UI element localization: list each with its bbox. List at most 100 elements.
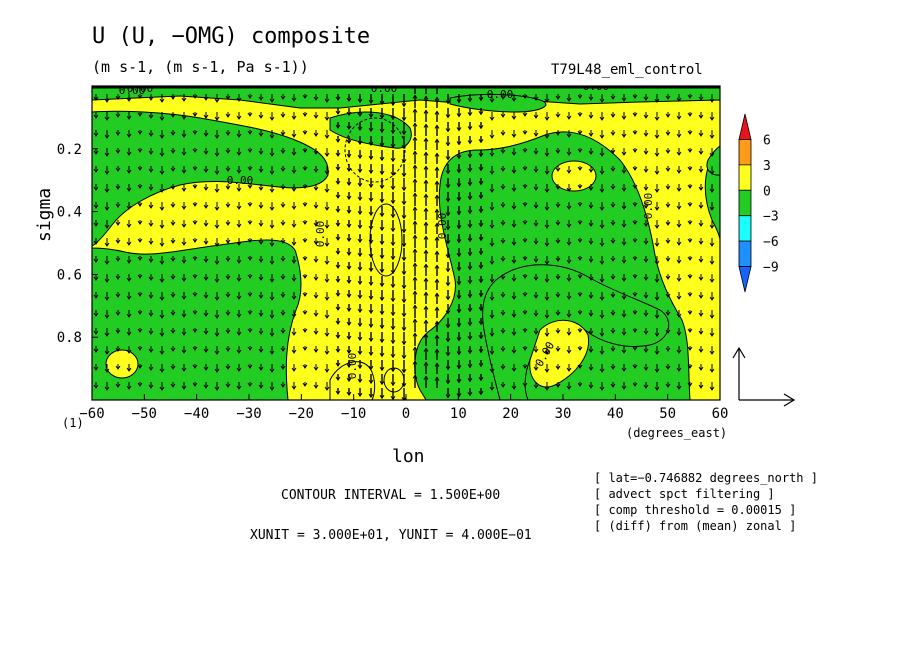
wind-vector-head xyxy=(137,166,143,171)
wind-vector-head xyxy=(214,350,220,355)
wind-vector-head xyxy=(214,188,220,193)
wind-vector-head xyxy=(423,123,429,128)
wind-vector-head xyxy=(291,385,297,390)
wind-vector-head xyxy=(225,131,231,136)
wind-vector-head xyxy=(324,260,330,265)
wind-vector-head xyxy=(489,314,495,319)
wind-vector-head xyxy=(456,351,462,356)
wind-vector-head xyxy=(423,347,429,352)
wind-vector-head xyxy=(511,367,517,372)
wind-vector-head xyxy=(577,184,583,189)
wind-vector-head xyxy=(478,391,484,396)
wind-vector-head xyxy=(698,312,704,317)
wind-vector-head xyxy=(390,171,396,177)
wind-vector-head xyxy=(247,148,253,153)
wind-vector-head xyxy=(280,311,286,316)
wind-vector-head xyxy=(192,382,198,387)
wind-vector-head xyxy=(445,380,451,385)
wind-vector-head xyxy=(632,310,638,315)
contour-dashed xyxy=(344,117,406,183)
wind-vector-head xyxy=(170,293,176,298)
wind-vector-head xyxy=(368,225,374,231)
wind-vector-head xyxy=(687,130,693,135)
wind-vector-head xyxy=(423,361,429,366)
wind-vector-head xyxy=(236,187,242,192)
wind-vector-head xyxy=(280,329,286,334)
wind-vector-head xyxy=(401,285,407,290)
wind-vector-head xyxy=(456,141,462,146)
wind-vector-head xyxy=(544,224,550,229)
wind-vector-head xyxy=(379,142,385,148)
wind-vector-head xyxy=(478,307,484,312)
wind-vector-head xyxy=(500,329,506,334)
wind-vector-head xyxy=(159,206,165,211)
positive-cell-lower-right xyxy=(529,319,590,388)
wind-vector-head xyxy=(214,224,220,229)
colorbar-label: 6 xyxy=(763,133,771,148)
wind-vector-head xyxy=(423,277,429,282)
wind-vector-head xyxy=(379,310,385,316)
wind-vector-head xyxy=(324,170,330,175)
wind-vector-head xyxy=(709,314,715,319)
wind-vector-head xyxy=(390,283,396,289)
wind-vector-head xyxy=(643,348,649,353)
wind-vector-head xyxy=(269,98,275,103)
wind-vector-head xyxy=(346,307,352,312)
vector-field xyxy=(93,86,715,400)
wind-vector-head xyxy=(214,170,220,175)
wind-vector-head xyxy=(214,296,220,301)
wind-vector-head xyxy=(522,94,528,99)
wind-vector-head xyxy=(610,365,616,370)
wind-vector-head xyxy=(357,252,363,258)
wind-vector-head xyxy=(665,239,671,244)
wind-vector-head xyxy=(313,132,319,137)
wind-vector-head xyxy=(654,386,660,391)
wind-vector-head xyxy=(632,148,638,153)
wind-vector-head xyxy=(225,383,231,388)
wind-vector-head xyxy=(500,221,506,226)
y-tick-label: 0.6 xyxy=(57,267,82,283)
wind-vector-head xyxy=(665,113,671,118)
wind-vector-head xyxy=(401,103,407,108)
wind-vector-head xyxy=(412,360,418,365)
wind-vector-head xyxy=(632,166,638,171)
wind-vector-head xyxy=(709,152,715,157)
wind-vector-head xyxy=(511,223,517,228)
wind-vector-head xyxy=(577,94,583,99)
wind-vector-head xyxy=(522,382,528,387)
wind-vector-head xyxy=(368,295,374,301)
wind-vector-head xyxy=(236,367,242,372)
wind-vector-head xyxy=(291,313,297,318)
wind-vector-head xyxy=(522,184,528,189)
contour-ellipse-mid xyxy=(369,203,403,277)
wind-vector-head xyxy=(665,167,671,172)
wind-vector-head xyxy=(148,114,154,119)
wind-vector-head xyxy=(346,377,352,382)
wind-vector-head xyxy=(588,150,594,155)
wind-vector-head xyxy=(390,367,396,373)
reference-vector-horizontal xyxy=(739,393,796,407)
wind-vector-head xyxy=(313,204,319,209)
wind-vector-head xyxy=(478,377,484,382)
wind-vector-head xyxy=(467,196,473,201)
wind-vector-head xyxy=(368,309,374,315)
wind-vector-head xyxy=(302,130,308,135)
wind-vector-head xyxy=(643,330,649,335)
wind-vector-head xyxy=(643,240,649,245)
wind-vector-head xyxy=(533,384,539,389)
wind-vector-head xyxy=(588,186,594,191)
wind-vector-head xyxy=(258,222,264,227)
wind-vector-head xyxy=(544,170,550,175)
x-axis-units: (degrees_east) xyxy=(626,426,728,440)
wind-vector-head xyxy=(93,348,99,353)
wind-vector-head xyxy=(181,115,187,120)
wind-vector-head xyxy=(225,275,231,280)
wind-vector-head xyxy=(478,279,484,284)
wind-vector-head xyxy=(368,267,374,273)
wind-vector-head xyxy=(324,350,330,355)
wind-vector-head xyxy=(291,259,297,264)
wind-vector-head xyxy=(214,332,220,337)
x-tick-label: 30 xyxy=(555,406,572,422)
wind-vector-head xyxy=(302,274,308,279)
